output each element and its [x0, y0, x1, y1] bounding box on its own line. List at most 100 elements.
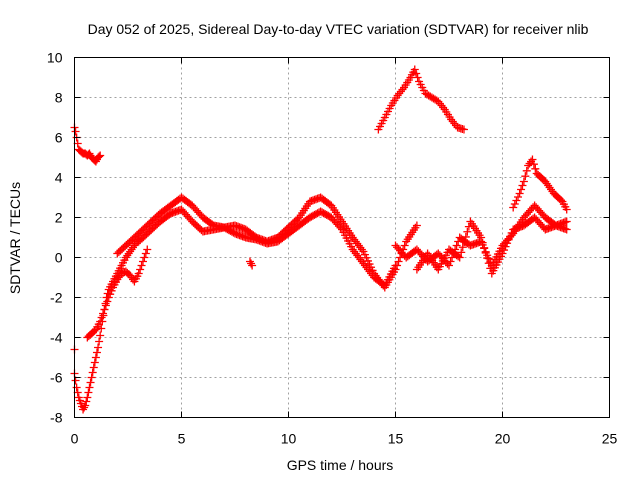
data-point-marker — [498, 249, 507, 258]
data-point-marker — [92, 348, 101, 357]
y-tick-label: 8 — [55, 90, 63, 106]
data-point-marker — [562, 205, 571, 214]
data-point-marker — [138, 257, 147, 266]
data-point-marker — [510, 200, 519, 208]
data-point-marker — [481, 248, 490, 257]
y-tick-label: 6 — [55, 130, 63, 146]
data-point-marker — [86, 378, 95, 387]
data-point-marker — [100, 305, 109, 314]
data-point-marker — [484, 259, 493, 268]
data-point-marker — [483, 254, 492, 263]
data-point-marker — [81, 401, 90, 410]
plot-frame — [74, 57, 610, 418]
data-point-marker — [95, 337, 104, 346]
data-point-marker — [413, 73, 422, 82]
data-point-marker — [101, 301, 110, 310]
data-point-marker — [478, 238, 487, 247]
y-tick-label: 4 — [55, 170, 63, 186]
data-point-marker — [445, 261, 453, 270]
x-tick-label: 15 — [388, 431, 404, 447]
y-tick-label: 10 — [47, 50, 63, 66]
y-tick-label: -4 — [50, 330, 63, 346]
data-point-marker — [71, 127, 80, 136]
data-point-marker — [103, 297, 112, 306]
data-point-marker — [518, 181, 527, 190]
y-tick-label: -8 — [50, 410, 63, 426]
data-point-marker — [87, 373, 96, 382]
data-point-marker — [73, 139, 82, 148]
data-point-marker — [400, 241, 409, 250]
data-point-marker — [84, 388, 93, 397]
data-point-marker — [88, 368, 97, 377]
data-point-marker — [140, 253, 149, 262]
data-point-marker — [517, 185, 526, 194]
data-point-marker — [522, 166, 531, 175]
data-point-marker — [95, 152, 104, 161]
data-point-marker — [455, 253, 464, 262]
data-point-marker — [528, 155, 537, 164]
y-tick-label: 2 — [55, 210, 63, 226]
data-point-marker — [521, 172, 530, 181]
data-point-marker — [107, 286, 116, 295]
data-point-marker — [96, 331, 105, 340]
x-tick-label: 10 — [281, 431, 297, 447]
data-point-marker — [136, 265, 145, 274]
data-point-marker — [562, 217, 571, 226]
data-point-marker — [91, 353, 100, 362]
data-point-marker — [97, 313, 106, 322]
data-point-marker — [459, 125, 468, 134]
data-point-marker — [104, 293, 113, 302]
data-point-marker — [398, 85, 407, 94]
data-point-marker — [477, 233, 486, 242]
data-point-marker — [458, 243, 467, 252]
data-point-marker — [531, 164, 540, 173]
data-point-marker — [529, 160, 538, 169]
data-point-marker — [452, 241, 461, 250]
data-point-marker — [97, 324, 106, 333]
data-point-marker — [80, 403, 89, 412]
data-point-marker — [83, 393, 92, 402]
data-points — [70, 65, 571, 414]
data-point-marker — [506, 232, 515, 241]
chart-title: Day 052 of 2025, Sidereal Day-to-day VTE… — [88, 21, 589, 37]
data-point-marker — [96, 317, 105, 326]
data-point-marker — [439, 103, 448, 112]
data-point-marker — [412, 69, 421, 78]
data-point-marker — [143, 245, 152, 254]
data-point-marker — [137, 261, 146, 270]
data-point-marker — [507, 228, 516, 237]
data-point-marker — [357, 245, 366, 254]
data-point-marker — [515, 189, 524, 198]
data-point-marker — [501, 242, 510, 251]
data-point-marker — [96, 151, 105, 160]
y-tick-label: 0 — [55, 250, 63, 266]
data-point-marker — [94, 343, 103, 352]
data-point-marker — [89, 363, 98, 372]
x-tick-label: 20 — [495, 431, 511, 447]
data-point-marker — [562, 225, 571, 234]
data-point-marker — [446, 257, 455, 266]
data-point-marker — [410, 65, 419, 74]
data-point-marker — [247, 259, 256, 268]
y-axis-label: SDTVAR / TECUs — [7, 182, 23, 294]
data-point-marker — [73, 388, 82, 397]
data-point-marker — [463, 227, 472, 236]
tick-layer: 0 5 10 15 20 25 -8 -6 -4 -2 0 2 4 6 8 10 — [47, 50, 618, 447]
data-point-marker — [336, 223, 345, 232]
data-point-marker — [504, 235, 513, 244]
x-axis-label: GPS time / hours — [287, 457, 394, 473]
data-point-marker — [509, 203, 518, 212]
data-point-marker — [72, 383, 81, 392]
data-point-marker — [460, 238, 469, 247]
data-point-marker — [412, 221, 421, 230]
data-point-marker — [514, 193, 523, 201]
data-point-marker — [503, 239, 512, 248]
data-point-marker — [134, 269, 143, 278]
data-point-marker — [519, 177, 528, 186]
x-tick-label: 25 — [602, 431, 618, 447]
data-point-marker — [480, 243, 489, 252]
x-tick-label: 5 — [178, 431, 186, 447]
data-point-marker — [391, 261, 400, 270]
